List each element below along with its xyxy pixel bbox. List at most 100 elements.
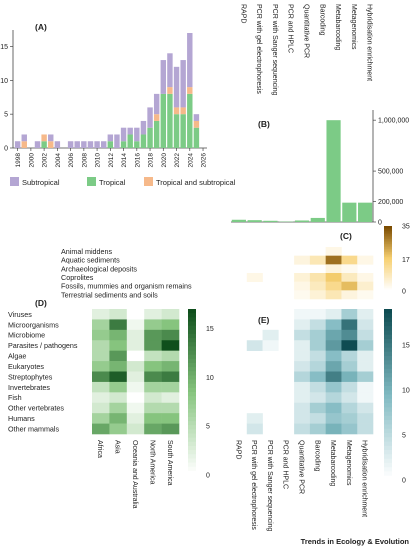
panel-a-bar xyxy=(180,114,186,148)
panel-b-y-tick-label: 200,000 xyxy=(378,199,403,206)
panel-d-cell xyxy=(161,413,180,424)
panel-d-colorbar-label: 0 xyxy=(206,473,210,480)
panel-d-colorbar-step xyxy=(188,321,196,327)
panel-e-col-label: Hybridisation enrichment xyxy=(361,440,368,517)
panel-a-bar xyxy=(193,120,200,128)
panel-c-cell xyxy=(325,264,342,274)
panel-d-row-label: Viruses xyxy=(8,310,32,319)
panel-a-bar xyxy=(48,141,54,148)
panel-a-legend-swatch xyxy=(10,177,19,186)
panel-d-cell xyxy=(161,381,180,393)
panel-d-cell xyxy=(126,392,145,404)
panel-b-y-tick-label: 1,000,000 xyxy=(378,118,409,125)
panel-e-col-label: Metagenomics xyxy=(345,440,352,486)
panel-a-legend-label: Tropical and subtropical xyxy=(156,178,236,187)
panel-a-bar xyxy=(187,33,193,88)
panel-e-cell xyxy=(294,319,311,331)
panel-e-colorbar-step xyxy=(384,347,392,353)
panel-d-cell xyxy=(144,413,162,424)
panel-e-colorbar-label: 5 xyxy=(402,433,406,440)
panel-e-cell xyxy=(262,329,279,341)
panel-a-bar xyxy=(167,87,173,94)
panel-c-colorbar-step xyxy=(384,240,392,243)
panel-d-colorbar-step xyxy=(188,433,196,439)
panel-d-colorbar-step xyxy=(188,416,196,422)
panel-a-legend-label: Subtropical xyxy=(22,178,60,187)
panel-a-bar xyxy=(21,134,27,142)
panel-d-cell xyxy=(144,309,162,320)
panel-c-cell xyxy=(341,264,358,274)
panel-b-bar xyxy=(263,220,278,222)
panel-e-cell xyxy=(309,319,326,331)
panel-e-colorbar-step xyxy=(384,407,392,413)
panel-d-cell xyxy=(126,329,145,341)
panel-c-colorbar-step xyxy=(384,253,392,256)
panel-e-cell xyxy=(341,402,358,414)
panel-a-bar xyxy=(180,107,186,115)
panel-d-cell xyxy=(161,371,180,383)
panel-d-label: (D) xyxy=(35,298,47,308)
panel-d-cell xyxy=(126,423,145,435)
panel-d-cell xyxy=(109,423,128,435)
panel-a-x-tick-label: 2012 xyxy=(108,153,115,168)
panel-e-colorbar-step xyxy=(384,441,392,447)
panel-a-bar xyxy=(193,127,200,148)
panel-d-cell xyxy=(126,371,145,383)
panel-a-bar xyxy=(21,141,27,148)
panel-d-colorbar-step xyxy=(188,379,196,385)
panel-d-cell xyxy=(92,381,110,393)
panel-e-colorbar-step xyxy=(384,309,392,314)
panel-b-bar xyxy=(358,202,373,222)
panel-d-colorbar-label: 10 xyxy=(206,375,214,382)
panel-d-cell xyxy=(109,350,128,362)
panel-a-bar xyxy=(14,141,21,148)
panel-c-cell xyxy=(325,247,342,256)
panel-d-colorbar-step xyxy=(188,421,196,426)
panel-e-cell xyxy=(341,350,358,362)
panel-e-cell xyxy=(341,381,358,393)
panel-a-bar xyxy=(74,141,80,148)
panel-e-cell xyxy=(294,402,311,414)
panel-c-colorbar-step xyxy=(384,268,392,271)
panel-a-bar xyxy=(54,141,61,148)
panel-c-colorbar-label: 35 xyxy=(402,224,410,231)
panel-d-row-label: Streptophytes xyxy=(8,372,53,381)
panel-c-colorbar-label: 17 xyxy=(402,257,410,264)
panel-d-cell xyxy=(161,392,180,404)
panel-c-cell xyxy=(309,281,326,291)
panel-d-cell xyxy=(92,319,110,331)
panel-e-cell xyxy=(325,361,342,372)
panel-e-cell xyxy=(357,309,374,320)
panel-e-cell xyxy=(357,340,374,351)
panel-a-bar xyxy=(127,127,133,135)
panel-e-cell xyxy=(325,381,342,393)
panel-c-colorbar-step xyxy=(384,261,392,264)
panel-d-row-label: Microorganisms xyxy=(8,320,59,329)
panel-e-colorbar-step xyxy=(384,360,392,366)
panel-d-colorbar-step xyxy=(188,350,196,356)
panel-d-col-label: Oceania and Australia xyxy=(131,440,138,509)
panel-e-cell xyxy=(357,413,374,424)
panel-a-bar xyxy=(187,87,193,94)
panel-e-colorbar-step xyxy=(384,411,392,417)
panel-a-bar xyxy=(41,141,47,148)
panel-e-cell xyxy=(309,392,326,404)
panel-e-cell xyxy=(294,392,311,404)
panel-e-col-label: Barcoding xyxy=(313,440,320,472)
panel-a-bar xyxy=(160,60,167,94)
panel-c-colorbar-step xyxy=(384,284,392,287)
panel-c-colorbar-step xyxy=(384,247,392,250)
panel-d-cell xyxy=(144,329,162,341)
panel-c-colorbar-step xyxy=(384,232,392,235)
panel-c-cell xyxy=(325,290,342,300)
panel-a-bar xyxy=(120,141,127,148)
panel-e-colorbar-step xyxy=(384,415,392,421)
panel-d-colorbar-label: 15 xyxy=(206,326,214,333)
panel-c-cell xyxy=(341,290,358,300)
panel-d-cell xyxy=(161,319,180,331)
panel-e-cell xyxy=(294,340,311,351)
panel-d-cell xyxy=(109,340,128,351)
panel-a-x-tick-label: 2024 xyxy=(187,153,194,168)
panel-e-cell xyxy=(309,340,326,351)
panel-e-cell xyxy=(309,413,326,424)
